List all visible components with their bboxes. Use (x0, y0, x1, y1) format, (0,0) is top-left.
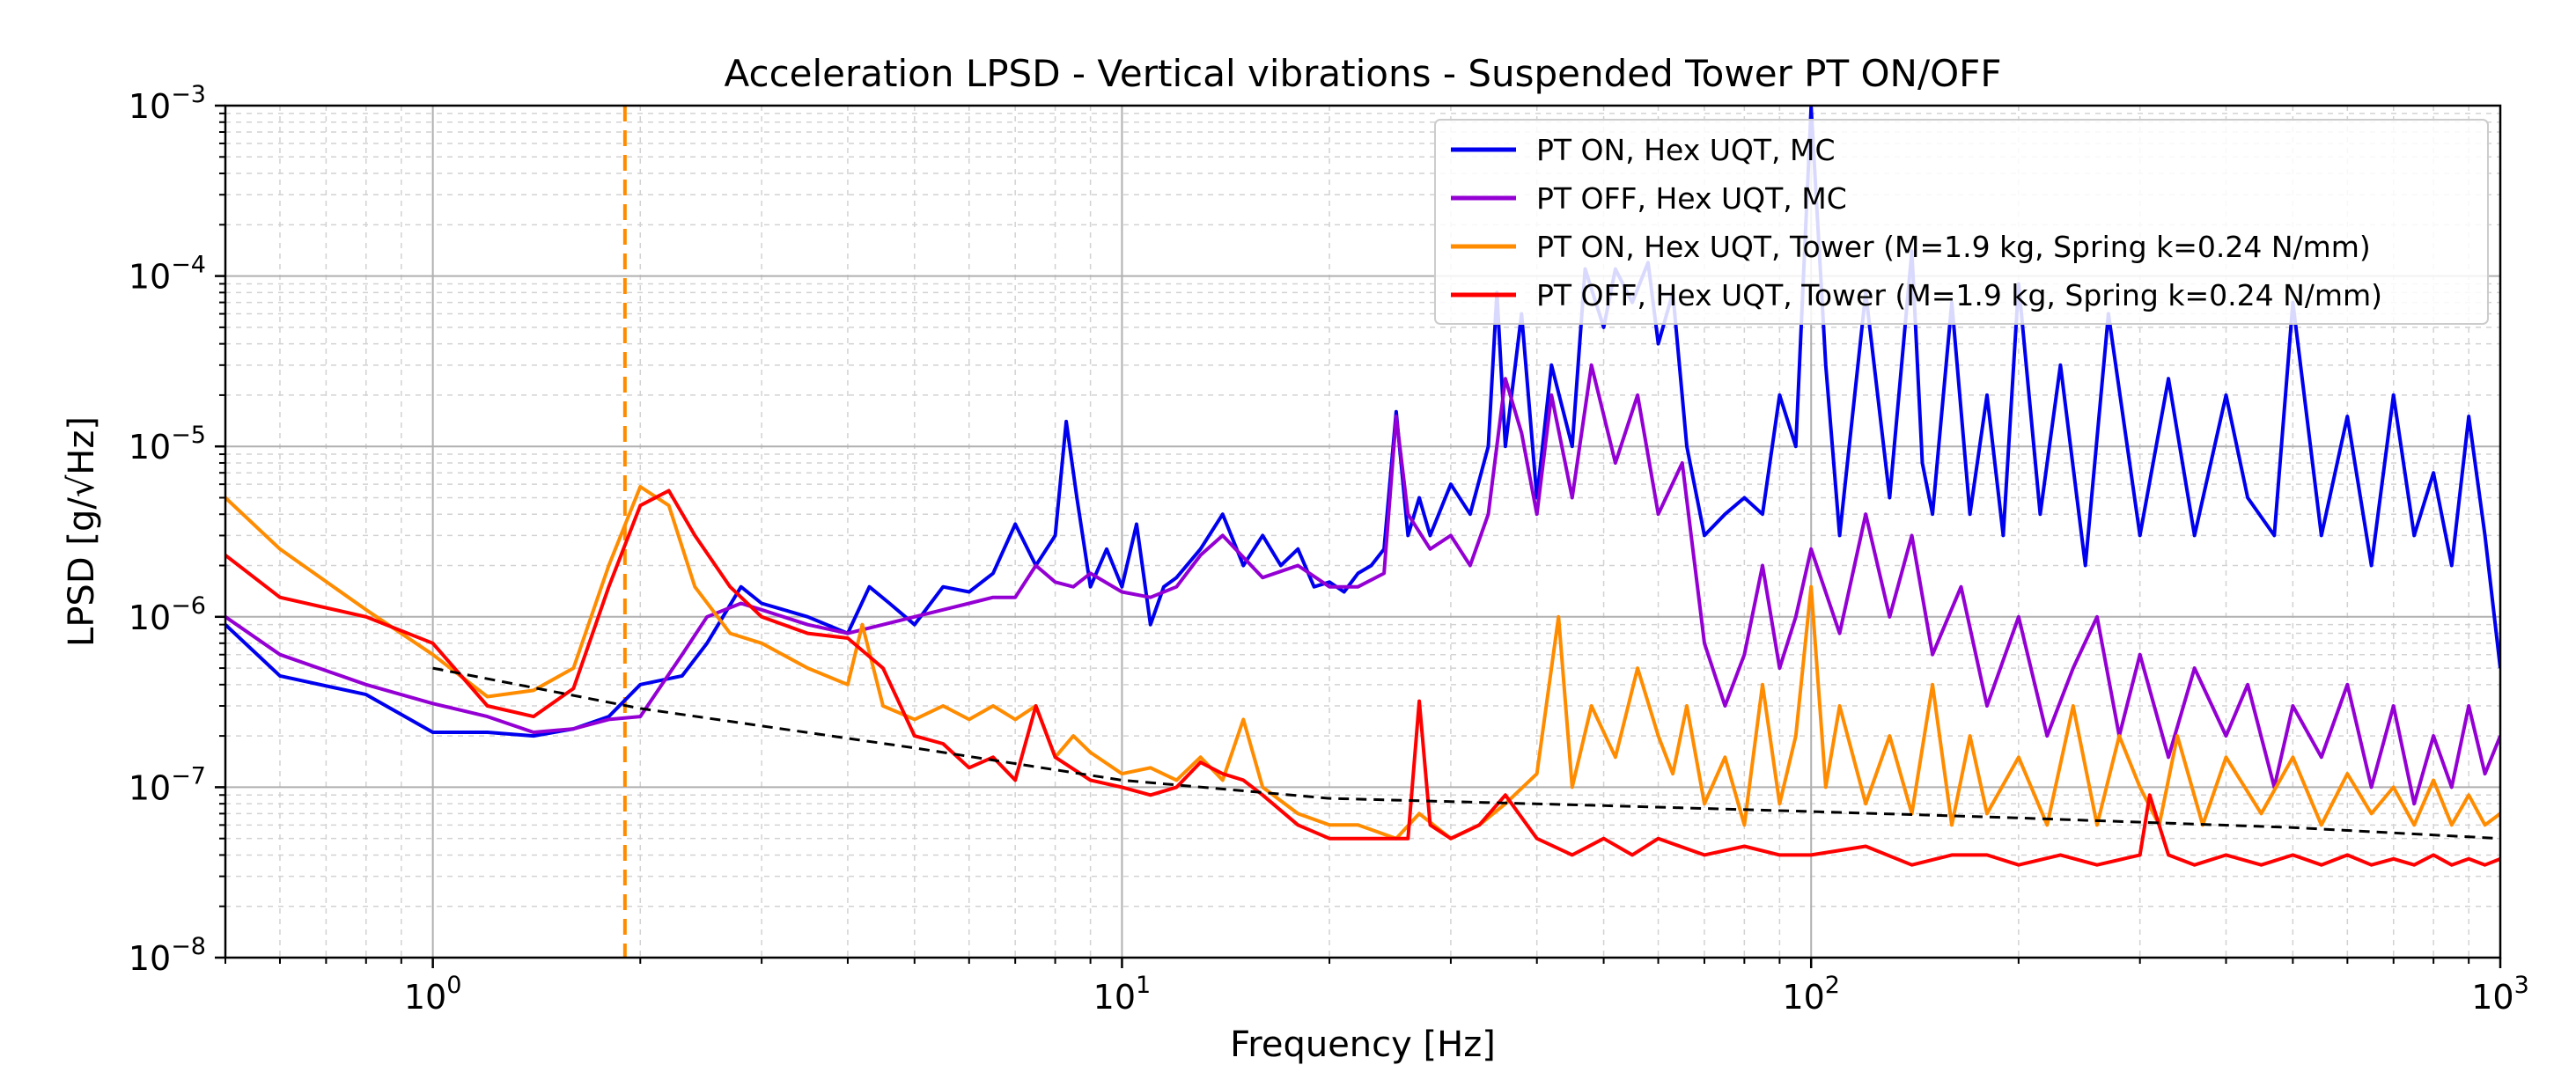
y-tick-label: 10−4 (129, 252, 206, 297)
chart-title: Acceleration LPSD - Vertical vibrations … (724, 52, 2001, 95)
x-tick-label: 101 (1093, 972, 1152, 1017)
series-pt-off-tower-line (225, 488, 2500, 867)
plot-area (225, 106, 2500, 958)
legend-items: PT ON, Hex UQT, MC PT OFF, Hex UQT, MC PT … (1451, 133, 2382, 312)
series-pt-on-mc-line (225, 106, 2500, 738)
x-tick-label: 103 (2471, 972, 2529, 1017)
x-axis-title: Frequency [Hz] (1230, 1025, 1496, 1065)
y-tick-label: 10−6 (129, 592, 206, 637)
fit-dashed-line (432, 666, 2500, 841)
series-layer (225, 106, 2500, 867)
y-tick-label: 10−8 (129, 933, 206, 978)
y-tick-label: 10−5 (129, 422, 206, 466)
series-pt-on-tower-line (225, 485, 2500, 841)
legend-box (1434, 119, 2489, 325)
legend-label: PT ON, Hex UQT, MC (1536, 133, 1836, 167)
legend-label: PT ON, Hex UQT, Tower (M=1.9 kg, Spring … (1536, 230, 2371, 264)
plot-frame (224, 104, 2502, 959)
y-axis-ticks: 10−8 10−7 10−6 10−5 10−4 10−3 (129, 81, 225, 978)
legend-label: PT OFF, Hex UQT, MC (1536, 181, 1847, 216)
x-axis-ticks: 100 101 102 103 (224, 958, 2529, 1017)
x-tick-label: 100 (404, 972, 462, 1017)
y-tick-label: 10−3 (129, 81, 206, 126)
y-axis-title: LPSD [g/√Hz] (62, 416, 102, 647)
legend-label: PT OFF, Hex UQT, Tower (M=1.9 kg, Spring… (1536, 278, 2382, 312)
x-tick-label: 102 (1782, 972, 1840, 1017)
legend: PT ON, Hex UQT, MC PT OFF, Hex UQT, MC PT … (1434, 119, 2489, 325)
y-tick-label: 10−7 (129, 762, 206, 807)
